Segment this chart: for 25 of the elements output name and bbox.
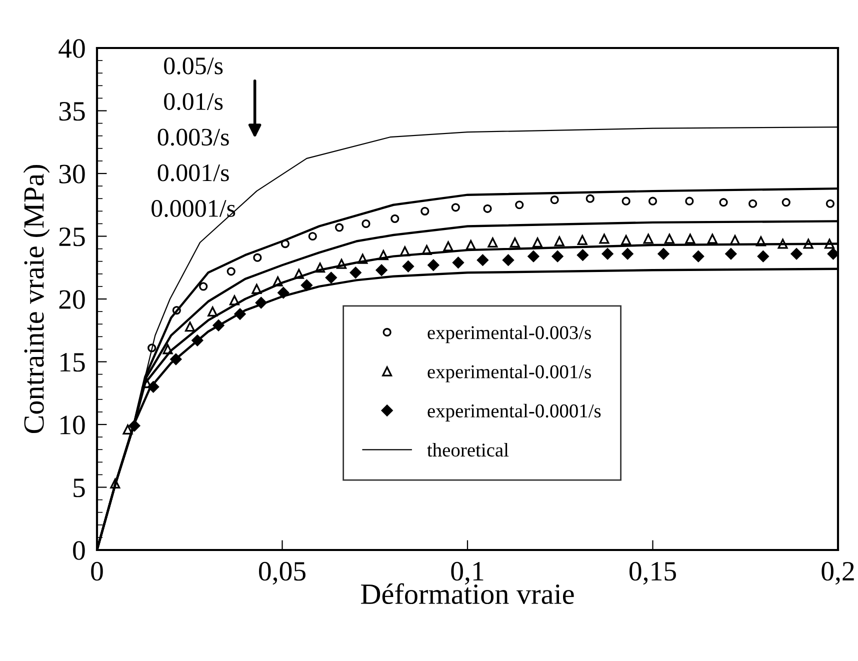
x-tick-label: 0,05 [259,562,306,585]
y-tick-label: 15 [60,353,85,372]
y-axis-title: Contrainte vraie (MPa) [23,165,50,434]
x-tick-label: 0 [91,562,103,581]
y-tick-label: 35 [59,102,85,121]
annotation: 0.01/s [164,93,223,110]
legend-label: theoretical [427,442,509,457]
x-tick-label: 0,15 [630,562,676,585]
y-tick-label: 25 [59,227,85,246]
y-tick-label: 40 [58,39,85,58]
y-tick-label: 10 [60,416,85,434]
x-axis-title: Déformation vraie [361,583,574,604]
annotation: 0.001/s [158,164,229,182]
legend-label: experimental-0.0001/s [428,404,601,422]
x-tick-label: 0,1 [451,562,484,585]
y-tick-label: 20 [59,290,85,309]
y-tick-label: 0 [73,541,85,560]
legend-label: experimental-0.001/s [428,364,591,382]
y-tick-label: 5 [74,478,85,498]
x-tick-label: 0,2 [822,562,854,585]
annotation: 0.05/s [164,57,223,74]
legend-label: experimental-0.003/s [428,326,591,344]
annotation: 0.003/s [158,128,229,146]
annotation: 0.0001/s [152,200,236,218]
y-tick-label: 30 [59,164,85,184]
